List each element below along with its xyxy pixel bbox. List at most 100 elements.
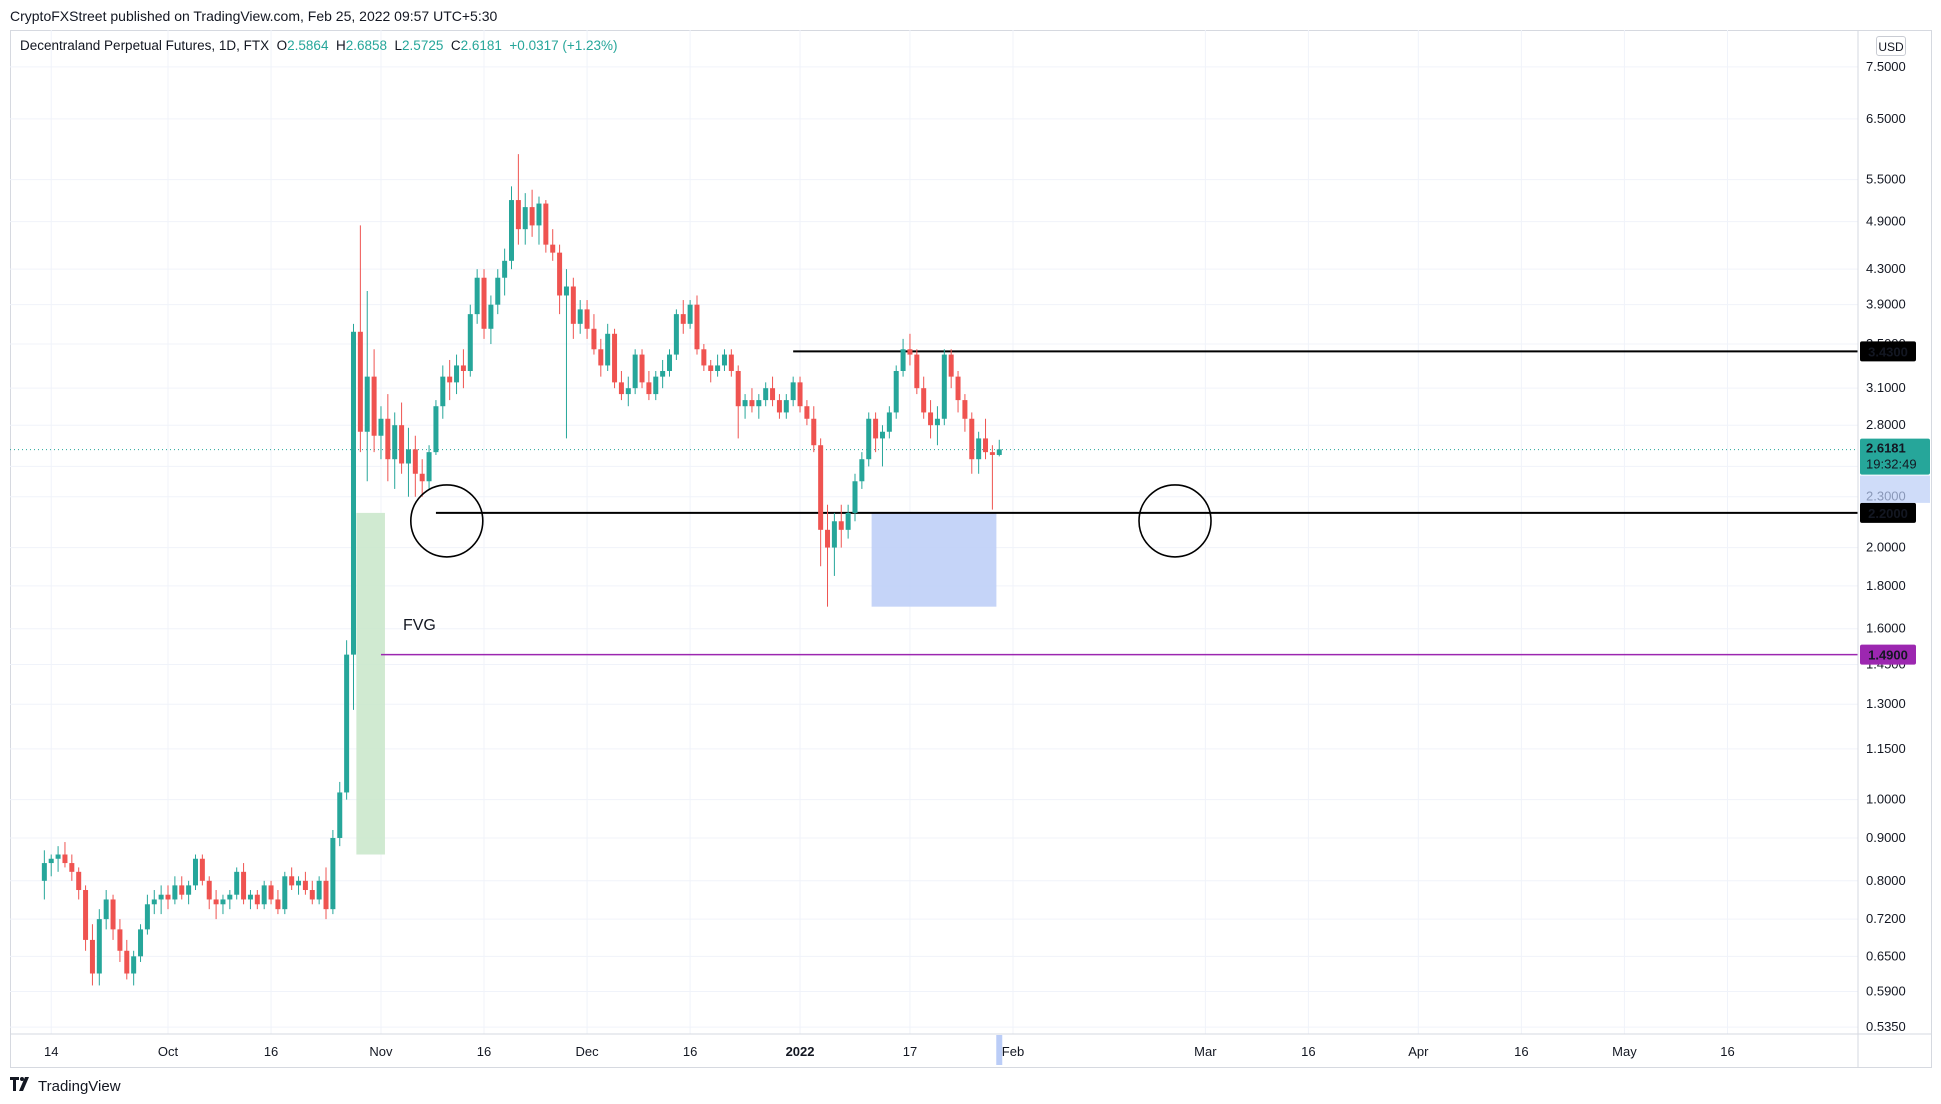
candle-body (914, 354, 920, 389)
candle-body (495, 277, 501, 305)
y-tick-label: 0.6500 (1866, 948, 1906, 963)
candle-body (948, 354, 954, 377)
candle-body (983, 438, 989, 453)
candle-body (907, 349, 913, 355)
y-tick-label: 2.8000 (1866, 417, 1906, 432)
close-label: C (450, 38, 461, 53)
candle-body (158, 894, 164, 900)
candle-body (996, 449, 1002, 455)
candle-body (879, 431, 885, 439)
candle-body (289, 876, 295, 886)
y-tick-label: 4.9000 (1866, 214, 1906, 229)
candle-body (62, 854, 68, 864)
candle-body (460, 365, 466, 371)
candle-body (591, 328, 597, 350)
candle-body (577, 309, 583, 324)
fvg-label: FVG (403, 617, 436, 634)
candle-body (96, 919, 102, 974)
circle-february (1138, 484, 1212, 558)
candle-body (536, 203, 542, 226)
symbol-legend: Decentraland Perpetual Futures, 1D, FTX … (20, 38, 618, 53)
candle-body (708, 365, 714, 371)
candle-body (186, 885, 192, 895)
level-price-label: 2.2000 (1868, 506, 1908, 521)
candle-body (48, 858, 54, 864)
candle-body (144, 904, 150, 930)
annotations: FVG (403, 484, 1212, 634)
candle-body (515, 200, 521, 230)
candle-body (859, 459, 865, 482)
candle-body (866, 418, 872, 460)
x-tick-label: Mar (1194, 1044, 1217, 1059)
candle-body (550, 244, 556, 253)
candle-body (955, 376, 961, 401)
candle-body (488, 304, 494, 329)
y-tick-label: 3.9000 (1866, 297, 1906, 312)
candle-body (646, 382, 652, 395)
candle-body (522, 207, 528, 230)
y-tick-label: 0.5350 (1866, 1019, 1906, 1034)
candle-body (275, 899, 281, 910)
y-tick-label: 0.9000 (1866, 830, 1906, 845)
fvg-zone (356, 512, 385, 855)
price-range-highlight (1860, 475, 1930, 503)
x-tick-label: 14 (44, 1044, 58, 1059)
candle-body (584, 309, 590, 329)
candle-body (735, 370, 741, 407)
y-tick-label: 6.5000 (1866, 111, 1906, 126)
grid-lines (10, 30, 1858, 1034)
candle-body (172, 885, 178, 900)
candle-body (852, 481, 858, 513)
level-price-label: 3.4300 (1868, 344, 1908, 359)
candle-body (969, 418, 975, 460)
open-label: O (276, 38, 288, 53)
x-tick-label: May (1612, 1044, 1637, 1059)
currency-button[interactable]: USD (1876, 36, 1906, 56)
candle-body (350, 331, 356, 655)
candle-body (570, 286, 576, 324)
candle-body (138, 929, 144, 957)
candle-body (563, 286, 569, 296)
x-tick-label: 16 (1514, 1044, 1528, 1059)
x-tick-label: 17 (903, 1044, 917, 1059)
candle-body (797, 382, 803, 407)
candle-body (151, 899, 157, 905)
candle-body (192, 858, 198, 886)
candle-body (213, 899, 219, 905)
candle-body (557, 252, 563, 296)
x-tick-label: Apr (1408, 1044, 1429, 1059)
candle-body (605, 333, 611, 366)
candle-body (474, 277, 480, 315)
change-value: +0.0317 (+1.23%) (509, 38, 618, 53)
last-price-label: 2.6181 (1866, 441, 1906, 456)
candle-body (220, 899, 226, 905)
candle-body (612, 333, 618, 383)
candle-body (344, 654, 350, 793)
low-value: 2.5725 (402, 38, 444, 53)
candle-body (921, 388, 927, 413)
candle-body (625, 388, 631, 395)
x-tick-label: 16 (264, 1044, 278, 1059)
candle-body (687, 304, 693, 324)
candle-body (412, 449, 418, 474)
candle-body (770, 388, 776, 401)
candle-body (69, 863, 75, 872)
demand-zone (871, 512, 997, 607)
candle-body (598, 349, 604, 366)
level-price-tag (1860, 502, 1916, 523)
candle-body (330, 837, 336, 910)
tradingview-brand[interactable]: TradingView (10, 1076, 121, 1096)
candle-body (254, 894, 260, 905)
y-tick-label: 1.3000 (1866, 696, 1906, 711)
candle-body (818, 445, 824, 530)
x-tick-label: 16 (1720, 1044, 1734, 1059)
level-price-tag (1860, 644, 1916, 665)
candle-body (976, 438, 982, 460)
candle-body (502, 260, 508, 278)
low-label: L (394, 38, 403, 53)
y-tick-label: 3.1000 (1866, 380, 1906, 395)
candle-body (454, 365, 460, 383)
candle-body (364, 376, 370, 432)
candle-body (392, 425, 398, 460)
